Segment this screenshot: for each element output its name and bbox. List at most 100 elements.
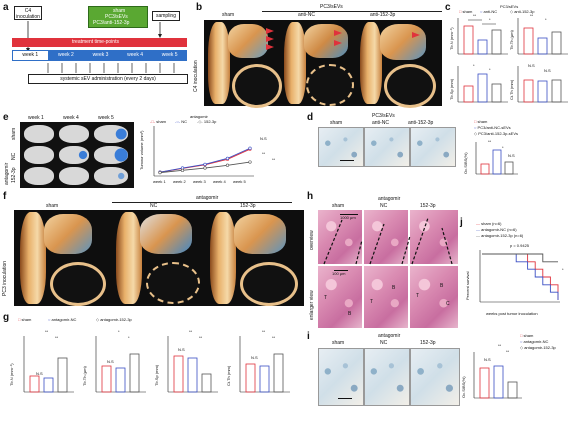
g-ctth-sig-1: N.S [251,355,258,360]
e-mouse-image [59,146,89,164]
h-mark-t1: T [324,295,328,301]
i-ihc-nc [364,348,410,406]
c-legend-sham-text: sham [462,9,473,14]
e-row-152: 152-3p [11,167,17,183]
j-legend-sham: — sham (n=6) [476,221,502,226]
g-legend-152: ◇ antagomir-152-3p [96,317,132,322]
g-tbth-sig-3: * [128,335,130,340]
g-chart-tbsp [167,336,218,393]
h-he-overview-nc [364,210,408,264]
g-tbth-bar-152 [129,353,140,393]
b-section-sham [232,64,282,108]
j-legend-nc: — antagomir-NC (n=6) [476,227,517,232]
d-legend-sham-text: sham [477,119,488,124]
i-legend-nc: ○ antagomir-NC [520,339,549,344]
g-legend-nc-text: antagomir-NC [51,317,77,322]
g-legend-sham-text: sham [21,317,32,322]
g-tbn-bar-152 [57,357,68,393]
g-tbn-ylabel: Tb.N (mm⁻¹) [9,363,14,386]
j-legend-nc-text: antagomir-NC (n=6) [481,227,517,232]
week-3: week 3 [92,52,109,58]
sampling-box: sampling [152,11,180,21]
e-mouse-image [24,146,54,164]
i-legend-sham: □ sham [520,333,534,338]
h-mark-c: C [446,301,450,307]
c-legend-title: PC3/sEVs [500,4,519,9]
g-chart-ctth [239,336,290,393]
g-tbn-sig-1: N.S [36,371,43,376]
h-he-enlarge-nc [364,266,408,328]
c-tbth-bar-152 [551,31,562,55]
h-mark-t2: T [370,299,374,305]
weeks-bar: week 1 week 2 week 3 week 4 week 5 [12,50,187,61]
i-bar-152 [507,381,518,399]
c-ctth-bar-nc [537,80,548,103]
i-ylabel: Oc.S/BS(%) [461,376,466,398]
e-col-week4: week 4 [63,115,79,121]
week-2: week 2 [57,52,74,58]
h-mark-t3: T [416,293,420,299]
f-col-nc: NC [150,203,158,209]
c-chart-tbth [517,18,568,55]
j-chart-series-0 [482,253,559,300]
c-ctth-sig-2: N.S [544,68,551,73]
g-ctth-sig-2: ** [262,329,266,334]
c-tbn-bar-sham [463,25,474,55]
j-legend-152-text: antagomir-152-3p (n=6) [481,233,524,238]
f-section-sham [50,262,106,306]
j-sig: * [562,267,564,272]
e-rowgroup: antagomir [4,162,10,185]
e-mouse-image [94,167,128,185]
d-col-sham: sham [330,120,343,126]
b-bone-nc [284,22,306,104]
d-ylabel: Oc.S/BS(%) [463,152,468,174]
i-scale-bar [338,398,352,399]
g-tbn-bar-nc [43,377,54,393]
e-mouse-image [94,146,128,164]
c-tbn-sig-1: ** [473,13,477,18]
c-ctth-bar-152 [551,79,562,103]
e-row-sham: sham [11,127,17,140]
e-sig-ns: N.S [260,136,267,141]
i-ihc-sham [318,348,364,406]
c-tbsp-bar-nc [477,73,488,103]
d-legend-152: ◇ PC3/anti-152-3p-sEVs [474,131,518,136]
week-1: week 1 [12,50,49,61]
d-ihc-152 [410,127,456,167]
e-col-week5: week 5 [98,115,114,121]
admin-label: systemic sEV administration (every 2 day… [60,76,156,82]
d-legend-152-text: PC3/anti-152-3p-sEVs [478,131,518,136]
g-chart-tbn [23,336,74,393]
e-chart-point [158,171,162,175]
g-tbn-sig-2: ** [45,329,49,334]
d-ihc-sham [318,127,364,167]
i-legend-152-text: antagomir-152-3p [524,345,556,350]
e-chart-point [225,163,230,167]
i-legend-152: ◇ antagomir-152-3p [520,345,556,350]
i-sig-3: ** [506,349,510,354]
g-tbn-bar-sham [29,375,40,393]
j-pvalue: p = 0.9425 [510,243,530,248]
e-volume-chart [153,126,254,177]
d-sig-3: N.S [508,153,515,158]
g-tbsp-bar-nc [187,357,198,393]
e-legend-152-text: 152-3p [203,119,217,124]
c-tbsp-ylabel: Tb.Sp (mm) [449,78,454,100]
e-row-nc: NC [11,152,17,160]
week-5: week 5 [161,52,178,58]
treatment-arms-box: sham PC3/sEVs PC3/anti-152-3p [88,6,148,28]
h-mark-b1: B [348,311,352,317]
panel-label-g: g [3,312,10,323]
e-mouse-image [94,125,128,143]
g-tbth-bar-nc [115,367,126,393]
g-tbsp-bar-sham [173,355,184,393]
g-tbsp-bar-152 [201,373,212,393]
c-tbth-ylabel: Tb.Th (μm) [509,30,514,50]
c-tbn-sig-2: * [489,17,491,22]
c-tbsp-bar-sham [463,85,474,103]
c-chart-ctth [517,66,568,103]
c-tbn-bar-152 [491,29,502,55]
d-legend-nc: ○ PC3/anti-NC-sEVs [474,125,511,130]
g-tbsp-sig-2: ** [189,329,193,334]
e-legend-nc: -○- NC [175,119,187,124]
